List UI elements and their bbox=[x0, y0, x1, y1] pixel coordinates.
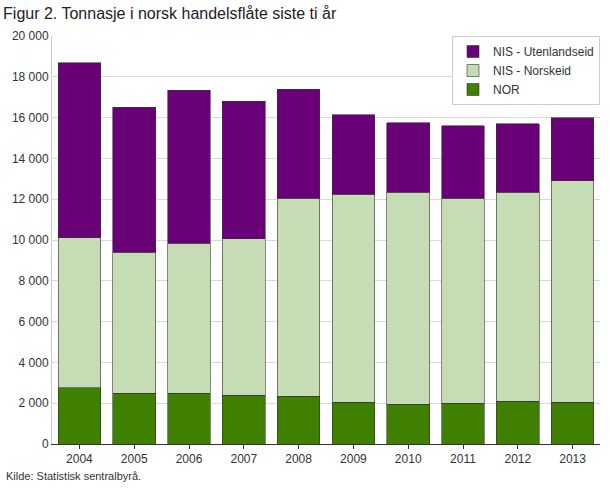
svg-text:NIS - Norskeid: NIS - Norskeid bbox=[493, 64, 571, 78]
svg-text:2012: 2012 bbox=[504, 452, 531, 466]
svg-text:4 000: 4 000 bbox=[19, 356, 49, 370]
svg-text:10 000: 10 000 bbox=[12, 233, 49, 247]
svg-text:0: 0 bbox=[42, 437, 49, 451]
svg-text:2006: 2006 bbox=[176, 452, 203, 466]
svg-text:2010: 2010 bbox=[395, 452, 422, 466]
svg-text:2008: 2008 bbox=[285, 452, 312, 466]
svg-text:NOR: NOR bbox=[493, 83, 520, 97]
svg-text:2 000: 2 000 bbox=[19, 396, 49, 410]
svg-text:8 000: 8 000 bbox=[19, 274, 49, 288]
svg-text:12 000: 12 000 bbox=[12, 192, 49, 206]
svg-text:2011: 2011 bbox=[450, 452, 476, 466]
svg-text:14 000: 14 000 bbox=[12, 152, 49, 166]
svg-text:6 000: 6 000 bbox=[19, 315, 49, 329]
svg-text:2004: 2004 bbox=[66, 452, 93, 466]
svg-text:Kilde: Statistisk sentralbyrå.: Kilde: Statistisk sentralbyrå. bbox=[6, 470, 141, 482]
svg-text:Figur 2. Tonnasje i norsk hand: Figur 2. Tonnasje i norsk handelsflåte s… bbox=[3, 5, 337, 22]
svg-text:20 000: 20 000 bbox=[12, 29, 49, 43]
svg-text:NIS - Utenlandseid: NIS - Utenlandseid bbox=[493, 45, 594, 59]
svg-text:2013: 2013 bbox=[559, 452, 586, 466]
svg-text:2007: 2007 bbox=[230, 452, 257, 466]
svg-text:16 000: 16 000 bbox=[12, 111, 49, 125]
svg-text:2005: 2005 bbox=[121, 452, 148, 466]
svg-text:2009: 2009 bbox=[340, 452, 367, 466]
svg-text:18 000: 18 000 bbox=[12, 70, 49, 84]
